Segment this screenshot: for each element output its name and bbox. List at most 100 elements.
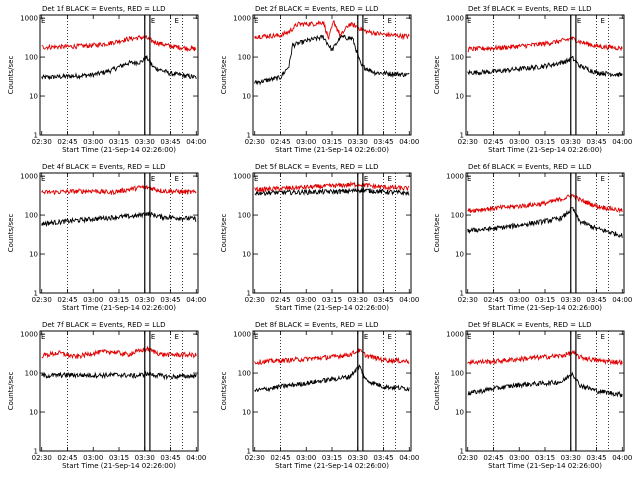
x-tick-label: 03:30 <box>348 138 368 146</box>
y-tick-label: 100 <box>451 54 464 62</box>
events-series-line <box>41 370 197 381</box>
y-tick-label: 10 <box>455 409 464 417</box>
x-axis-label: Start Time (21-Sep-14 02:26:00) <box>62 462 176 470</box>
e-marker-label: E <box>175 175 179 183</box>
x-tick-label: 02:30 <box>32 138 52 146</box>
x-tick-label: 03:45 <box>586 454 606 462</box>
y-tick-label: 1000 <box>20 331 38 339</box>
x-tick-label: 03:30 <box>561 454 581 462</box>
panel-title: Det 2f BLACK = Events, RED = LLD <box>255 5 378 13</box>
e-marker-label: E <box>577 333 581 341</box>
y-tick-label: 100 <box>451 370 464 378</box>
detector-panel: Det 4f BLACK = Events, RED = LLD E E E 02:30… <box>7 163 206 312</box>
x-tick-label: 03:30 <box>348 296 368 304</box>
x-tick-label: 02:30 <box>32 296 52 304</box>
y-axis-label: Counts/sec <box>220 372 228 411</box>
x-tick-label: 02:30 <box>245 296 265 304</box>
panel-title: Det 6f BLACK = Events, RED = LLD <box>468 163 591 171</box>
y-tick-label: 100 <box>238 370 251 378</box>
x-axis-label: Start Time (21-Sep-14 02:26:00) <box>62 146 176 154</box>
y-tick-label: 1000 <box>20 173 38 181</box>
e-marker-label: E <box>41 333 45 341</box>
x-tick-label: 02:45 <box>483 138 503 146</box>
events-series-line <box>467 207 623 238</box>
y-tick-label: 1 <box>460 132 464 140</box>
e-marker-label: E <box>254 17 258 25</box>
panel-title: Det 7f BLACK = Events, RED = LLD <box>42 321 165 329</box>
x-tick-label: 03:45 <box>373 138 393 146</box>
y-tick-label: 100 <box>451 212 464 220</box>
e-marker-label: E <box>467 333 471 341</box>
y-tick-label: 1000 <box>20 15 38 23</box>
e-marker-label: E <box>388 175 392 183</box>
plot-frame <box>39 330 199 452</box>
detector-panel: Det 2f BLACK = Events, RED = LLD E E E 02:30… <box>220 5 419 154</box>
x-tick-label: 04:00 <box>186 296 206 304</box>
e-marker-label: E <box>467 17 471 25</box>
x-tick-label: 03:45 <box>586 296 606 304</box>
panel-title: Det 5f BLACK = Events, RED = LLD <box>255 163 378 171</box>
panel-title: Det 8f BLACK = Events, RED = LLD <box>255 321 378 329</box>
detector-panel: Det 7f BLACK = Events, RED = LLD E E E 02:30… <box>7 321 206 470</box>
y-tick-label: 1000 <box>446 15 464 23</box>
x-tick-label: 04:00 <box>612 138 632 146</box>
panel-title: Det 4f BLACK = Events, RED = LLD <box>42 163 165 171</box>
e-marker-label: E <box>254 175 258 183</box>
y-tick-label: 1 <box>34 290 38 298</box>
x-tick-label: 03:15 <box>109 138 129 146</box>
events-series-line <box>254 364 410 393</box>
x-tick-label: 02:30 <box>458 296 478 304</box>
x-tick-label: 03:00 <box>83 138 103 146</box>
x-tick-label: 03:45 <box>160 296 180 304</box>
y-axis-label: Counts/sec <box>7 214 15 253</box>
y-tick-label: 10 <box>455 93 464 101</box>
y-tick-label: 100 <box>238 212 251 220</box>
x-axis-label: Start Time (21-Sep-14 02:26:00) <box>275 462 389 470</box>
x-tick-label: 03:00 <box>509 296 529 304</box>
events-series-line <box>467 55 623 78</box>
x-tick-label: 03:45 <box>373 296 393 304</box>
x-tick-label: 02:45 <box>57 454 77 462</box>
y-tick-label: 1 <box>247 132 251 140</box>
e-marker-label: E <box>467 175 471 183</box>
y-tick-label: 10 <box>29 409 38 417</box>
x-tick-label: 03:45 <box>373 454 393 462</box>
e-marker-label: E <box>175 17 179 25</box>
y-tick-label: 100 <box>25 370 38 378</box>
y-axis-label: Counts/sec <box>433 56 441 95</box>
x-tick-label: 03:30 <box>135 138 155 146</box>
y-axis-label: Counts/sec <box>433 372 441 411</box>
y-tick-label: 100 <box>25 54 38 62</box>
x-tick-label: 03:15 <box>322 454 342 462</box>
x-tick-label: 02:45 <box>270 138 290 146</box>
e-marker-label: E <box>601 175 605 183</box>
y-tick-label: 1 <box>460 448 464 456</box>
lld-series-line <box>41 34 197 53</box>
x-tick-label: 04:00 <box>186 138 206 146</box>
y-axis-label: Counts/sec <box>7 372 15 411</box>
lld-series-line <box>41 345 197 360</box>
lld-series-line <box>254 348 410 366</box>
events-series-line <box>467 371 623 399</box>
e-marker-label: E <box>364 175 368 183</box>
x-tick-label: 03:15 <box>109 296 129 304</box>
lld-series-line <box>41 184 197 196</box>
x-axis-label: Start Time (21-Sep-14 02:26:00) <box>62 304 176 312</box>
y-tick-label: 1 <box>34 448 38 456</box>
y-tick-label: 1000 <box>233 173 251 181</box>
x-tick-label: 03:15 <box>322 296 342 304</box>
x-tick-label: 03:00 <box>296 296 316 304</box>
panel-title: Det 3f BLACK = Events, RED = LLD <box>468 5 591 13</box>
e-marker-label: E <box>151 333 155 341</box>
panel-title: Det 9f BLACK = Events, RED = LLD <box>468 321 591 329</box>
x-tick-label: 03:00 <box>509 138 529 146</box>
y-tick-label: 100 <box>25 212 38 220</box>
x-axis-label: Start Time (21-Sep-14 02:26:00) <box>275 146 389 154</box>
y-tick-label: 10 <box>455 251 464 259</box>
y-tick-label: 1 <box>247 448 251 456</box>
y-axis-label: Counts/sec <box>220 214 228 253</box>
x-tick-label: 03:00 <box>296 454 316 462</box>
lld-series-line <box>467 193 623 214</box>
x-tick-label: 03:30 <box>135 296 155 304</box>
e-marker-label: E <box>577 175 581 183</box>
